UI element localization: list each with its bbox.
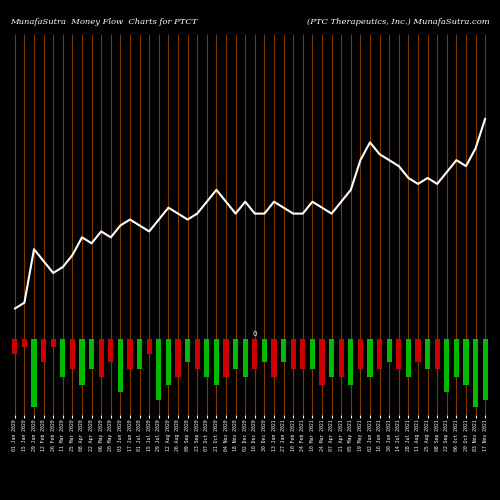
- Bar: [252, 339, 258, 370]
- Bar: [444, 339, 450, 392]
- Bar: [310, 339, 315, 370]
- Bar: [60, 339, 66, 377]
- Bar: [185, 339, 190, 362]
- Bar: [204, 339, 210, 377]
- Bar: [290, 339, 296, 370]
- Bar: [50, 339, 56, 346]
- Bar: [454, 339, 459, 377]
- Bar: [176, 339, 180, 377]
- Bar: [108, 339, 114, 362]
- Bar: [98, 339, 104, 377]
- Bar: [128, 339, 132, 370]
- Bar: [338, 339, 344, 377]
- Bar: [156, 339, 162, 400]
- Bar: [406, 339, 411, 377]
- Bar: [70, 339, 75, 370]
- Bar: [281, 339, 286, 362]
- Bar: [368, 339, 372, 377]
- Bar: [118, 339, 123, 392]
- Bar: [300, 339, 306, 370]
- Bar: [396, 339, 402, 370]
- Bar: [80, 339, 84, 384]
- Bar: [242, 339, 248, 377]
- Bar: [482, 339, 488, 400]
- Bar: [146, 339, 152, 354]
- Bar: [386, 339, 392, 362]
- Bar: [224, 339, 228, 377]
- Bar: [12, 339, 18, 354]
- Bar: [434, 339, 440, 370]
- Bar: [320, 339, 324, 384]
- Bar: [262, 339, 267, 362]
- Text: MunafaSutra  Money Flow  Charts for PTCT: MunafaSutra Money Flow Charts for PTCT: [10, 18, 198, 25]
- Bar: [233, 339, 238, 370]
- Text: 0: 0: [252, 331, 257, 337]
- Bar: [348, 339, 354, 384]
- Bar: [89, 339, 94, 370]
- Bar: [464, 339, 468, 384]
- Bar: [194, 339, 200, 370]
- Bar: [377, 339, 382, 370]
- Bar: [22, 339, 27, 346]
- Bar: [32, 339, 36, 407]
- Bar: [329, 339, 334, 377]
- Bar: [41, 339, 46, 362]
- Text: (PTC Therapeutics, Inc.) MunafaSutra.com: (PTC Therapeutics, Inc.) MunafaSutra.com: [307, 18, 490, 25]
- Bar: [272, 339, 276, 377]
- Bar: [416, 339, 420, 362]
- Bar: [214, 339, 219, 384]
- Bar: [425, 339, 430, 370]
- Bar: [358, 339, 363, 370]
- Bar: [137, 339, 142, 370]
- Bar: [473, 339, 478, 407]
- Bar: [166, 339, 171, 384]
